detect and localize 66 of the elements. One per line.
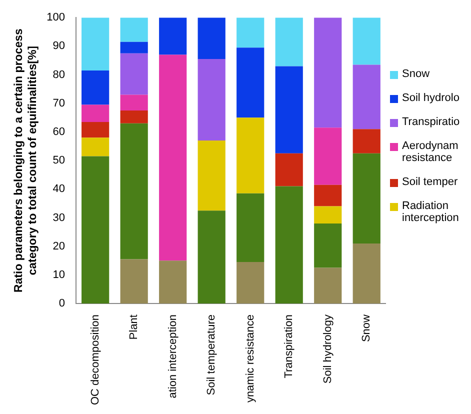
bar [82,122,110,138]
x-tick-label: ynamic resistance [244,314,256,403]
bar [120,110,148,124]
x-tick-label: Transpiration [283,314,296,378]
bar [159,54,187,261]
x-tick-label: Soil hydrology [322,314,334,384]
x-tick-label: Soil temperature [206,314,218,396]
x-tick-label: Snow [360,314,373,342]
y-axis-title: Ratio parameters belonging to a certain process category to total count of equifinalities[%] [13,28,39,293]
legend-label: Transpiratio [402,116,460,128]
bar [236,48,264,118]
y-tick-label: 20 [52,240,65,252]
y-tick-label: 70 [52,97,65,110]
bar [352,243,380,304]
y-tick-label: 50 [52,154,65,167]
bar [236,18,264,48]
bar [275,153,303,186]
bar [82,70,110,105]
bar [236,262,264,304]
y-tick-label: 40 [52,183,65,196]
x-tick-label: OC decomposition [89,314,102,406]
bar [352,129,380,154]
bar [159,260,187,304]
bar [314,268,342,304]
bar [352,64,380,130]
bar [314,223,342,268]
legend-label: Radiation interception [402,200,460,224]
bar [236,118,264,194]
bar [352,18,380,65]
y-tick-label: 30 [52,212,65,224]
bar [314,128,342,185]
bar [159,18,187,55]
bar [120,259,148,304]
legend-label: Soil hydrolo [402,92,460,104]
bar [314,206,342,224]
bar [314,18,342,128]
bar [120,123,148,260]
bar [82,18,110,70]
bar [120,42,148,54]
y-tick-label: 100 [46,12,65,24]
bar [352,153,380,244]
y-tick-label: 0 [58,298,65,310]
bar [82,104,110,122]
bar [82,156,110,304]
legend-label: Snow [402,68,430,80]
bar [198,59,226,141]
bar [120,18,148,42]
bar [198,18,226,60]
legend-label: Soil temper [402,176,458,188]
bar [275,66,303,154]
x-tick-label: Plant [128,314,140,340]
bar [236,193,264,262]
x-tick-label: ation interception [166,314,179,398]
bar [314,184,342,206]
bar [198,210,226,304]
y-tick-label: 10 [52,268,65,281]
bar [120,53,148,95]
bar [120,94,148,111]
legend-label: Aerodynam resistance [402,140,460,164]
bar [275,18,303,66]
bar [82,138,110,156]
bar [275,186,303,304]
y-tick-label: 90 [52,40,65,52]
y-tick-label: 80 [52,68,65,81]
y-tick-label: 60 [52,126,65,138]
bar [198,140,226,211]
